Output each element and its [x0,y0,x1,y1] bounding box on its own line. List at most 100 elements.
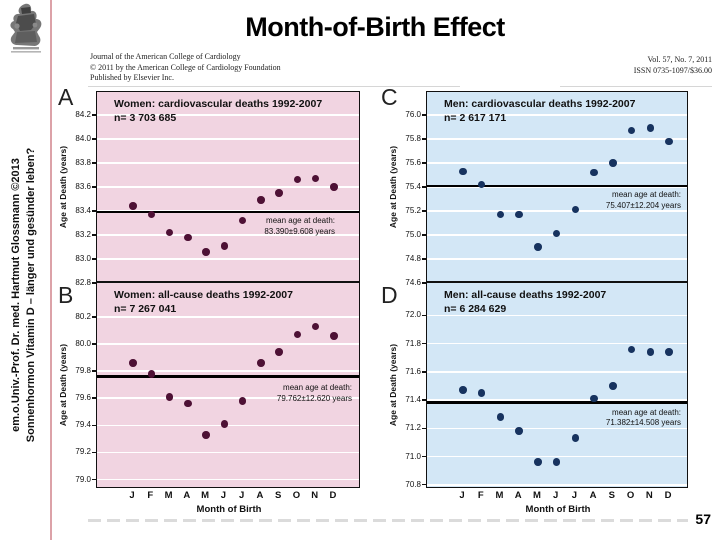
journal-name: Journal of the American College of Cardi… [90,52,241,61]
gridline [97,343,359,345]
panel-title-text: Women: cardiovascular deaths 1992-2007 [114,98,323,110]
y-tick-mark [92,138,96,140]
mean-annotation: mean age at death: 83.390±9.608 years [264,216,335,237]
mean-annotation-line2: 71.382±14.508 years [605,418,681,428]
journal-volume: Vol. 57, No. 7, 2011 [647,55,712,64]
month-tick-label: M [201,490,210,501]
gridline [427,210,687,212]
month-tick-label: S [274,490,282,501]
gridline [427,371,687,373]
y-tick-mark [92,424,96,426]
panel-letter-d: D [381,282,398,308]
data-point [147,210,156,219]
panel-title-text: Women: all-cause deaths 1992-2007 [114,289,293,301]
y-tick-label: 83.6 [75,181,91,191]
y-tick-mark [422,210,426,212]
month-tick-label: J [552,490,559,501]
y-tick-mark [92,234,96,236]
data-point [515,427,523,435]
panel-n-label: n= 2 617 171 [444,111,507,124]
data-point [477,389,486,397]
y-tick-mark [422,427,426,430]
y-tick-label: 83.4 [75,205,91,215]
panel-n-label: n= 6 284 629 [444,302,507,315]
y-tick-label: 71.4 [405,395,421,405]
month-tick-label: F [477,490,484,501]
y-tick-label: 71.0 [405,451,421,461]
data-point [220,242,229,250]
y-tick-label: 71.8 [405,338,421,348]
month-tick-label: J [220,490,226,501]
gridline [427,162,687,164]
y-tick-mark [92,162,96,164]
data-point [257,359,265,367]
y-tick-mark [422,399,426,401]
x-axis-label-right: Month of Birth [525,504,591,515]
gridline [427,484,687,486]
y-tick-label: 70.8 [405,479,421,489]
month-tick-label: J [129,490,135,501]
y-tick-mark [92,114,96,116]
panel-n-label: n= 3 703 685 [114,111,177,124]
data-point [202,248,210,256]
y-tick-mark [422,234,426,236]
gridline [97,234,359,236]
y-tick-label: 75.6 [405,157,421,167]
gridline [97,114,359,116]
data-point [184,399,192,408]
masthead-rule-left [88,86,460,87]
data-point [609,159,617,167]
y-tick-mark [422,484,426,486]
y-tick-label: 83.0 [75,253,91,263]
data-point [147,370,156,378]
journal-copyright: © 2011 by the American College of Cardio… [90,62,281,72]
panel-women-cardiovascular: Women: cardiovascular deaths 1992-2007 n… [58,91,360,287]
y-tick-label: 76.0 [405,109,421,119]
panel-n-label: n= 7 267 041 [114,302,177,315]
data-point [496,210,505,219]
gridline [97,370,359,372]
y-tick-label: 79.0 [75,474,91,484]
mean-annotation-line1: mean age at death: [612,190,681,200]
data-point [571,205,580,214]
y-tick-label: 75.2 [405,205,421,215]
mean-annotation: mean age at death: 79.762±12.620 years [277,383,352,404]
data-point [609,382,617,390]
data-point [627,345,636,354]
y-tick-mark [422,282,426,284]
data-point [665,137,673,145]
data-point [665,348,673,356]
journal-issn: ISSN 0735-1097/$36.00 [633,65,712,75]
author-credit-line1: em.o.Univ.-Prof. Dr. med. Hartmut Glossm… [10,158,22,432]
data-point [238,216,247,225]
x-axis-label-left: Month of Birth [196,504,262,515]
panel-men-cardiovascular: Men: cardiovascular deaths 1992-2007 n= … [388,91,688,287]
y-tick-label: 83.2 [75,229,91,239]
gridline [97,186,359,188]
mean-annotation-line1: mean age at death: [283,383,352,393]
data-point [293,175,302,184]
data-point [646,348,655,356]
data-point [184,233,192,242]
month-tick-label: A [256,490,264,501]
month-tick-label: M [495,490,504,501]
gridline [97,316,359,318]
mean-annotation-line1: mean age at death: [266,216,335,226]
month-tick-label: S [608,490,615,501]
data-point [590,168,598,177]
month-tick-label: A [589,490,597,501]
month-tick-label: D [664,490,672,501]
data-point [257,196,265,204]
y-tick-label: 80.0 [75,338,91,348]
y-tick-mark [92,343,96,345]
y-axis-label: Age at Death (years) [58,343,68,427]
gridline [427,427,687,430]
panel-title: Women: cardiovascular deaths 1992-2007 n… [114,98,322,125]
gridline [427,114,687,116]
data-point [515,210,523,219]
data-point [477,180,486,189]
data-point [293,330,302,339]
